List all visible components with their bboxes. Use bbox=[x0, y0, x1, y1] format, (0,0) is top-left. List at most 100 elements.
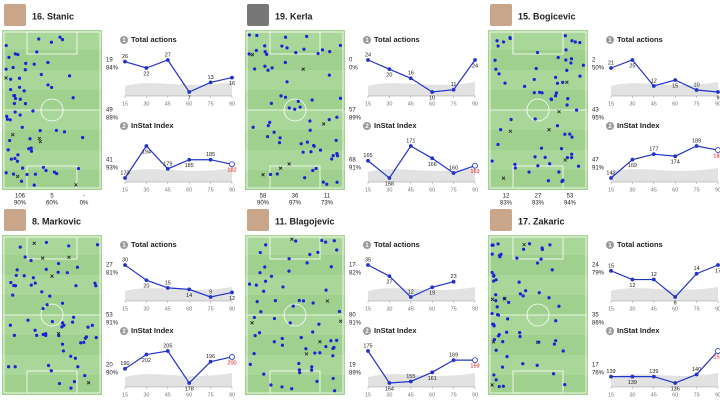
point bbox=[609, 268, 613, 273]
point bbox=[187, 287, 192, 292]
section-number: 1 bbox=[365, 38, 369, 44]
action-dot bbox=[507, 300, 511, 305]
action-dot bbox=[9, 157, 13, 161]
action-dot bbox=[311, 330, 315, 334]
value-label: 190 bbox=[120, 361, 129, 367]
action-dot bbox=[26, 318, 30, 322]
action-dot bbox=[310, 98, 314, 102]
action-dot bbox=[532, 91, 536, 95]
action-dot bbox=[533, 155, 537, 159]
action-dot bbox=[35, 50, 39, 54]
action-dot bbox=[304, 347, 308, 351]
action-dot bbox=[330, 157, 334, 161]
x-tick-label: 60 bbox=[672, 306, 678, 312]
action-dot bbox=[302, 47, 306, 51]
action-dot bbox=[305, 34, 309, 39]
action-dot bbox=[499, 252, 503, 256]
x-tick-label: 30 bbox=[629, 187, 635, 193]
action-dot bbox=[318, 351, 322, 355]
line bbox=[610, 145, 719, 179]
section-number: 1 bbox=[608, 243, 612, 249]
action-dot bbox=[247, 33, 251, 37]
action-dot bbox=[38, 129, 42, 133]
action-dot bbox=[335, 152, 339, 156]
value-label: 27 bbox=[386, 280, 392, 286]
action-dot bbox=[494, 378, 498, 382]
action-dot bbox=[299, 142, 303, 146]
action-dot bbox=[338, 96, 343, 100]
lane-pct: 73% bbox=[321, 201, 334, 207]
pitch-stripe bbox=[245, 315, 345, 335]
action-dot bbox=[537, 291, 541, 295]
point bbox=[408, 379, 413, 384]
action-dot bbox=[568, 132, 572, 136]
action-dot bbox=[493, 58, 497, 62]
action-dot bbox=[566, 96, 570, 101]
value-label: 166 bbox=[428, 162, 437, 168]
zone-pct: 88% bbox=[106, 116, 119, 122]
action-dot bbox=[11, 65, 15, 70]
action-dot bbox=[308, 119, 312, 123]
average-area bbox=[368, 287, 475, 301]
point bbox=[609, 176, 613, 180]
action-dot bbox=[5, 114, 9, 118]
action-dot bbox=[18, 113, 22, 117]
zone-count: 49 bbox=[106, 108, 113, 114]
action-dot bbox=[492, 373, 496, 377]
point bbox=[366, 349, 370, 353]
zone-pct: 91% bbox=[106, 321, 119, 327]
action-dot bbox=[311, 301, 315, 305]
x-tick-label: 30 bbox=[386, 392, 392, 398]
x-tick-label: 60 bbox=[186, 306, 192, 312]
action-dot bbox=[262, 372, 266, 376]
action-dot bbox=[310, 365, 314, 369]
action-dot bbox=[574, 108, 579, 112]
action-dot bbox=[554, 91, 559, 95]
section-badge bbox=[606, 122, 614, 130]
value-label: 185 bbox=[185, 163, 194, 169]
action-dot bbox=[263, 279, 268, 283]
action-x bbox=[321, 122, 326, 126]
value-label: 202 bbox=[142, 358, 151, 364]
action-dot bbox=[532, 77, 536, 82]
value-label: 15 bbox=[672, 83, 678, 89]
action-dot bbox=[494, 299, 498, 303]
action-dot bbox=[252, 315, 256, 320]
point bbox=[630, 157, 635, 162]
action-dot bbox=[305, 261, 309, 265]
action-dot bbox=[29, 283, 33, 287]
average-area bbox=[125, 287, 232, 301]
value-label: 20 bbox=[143, 284, 149, 290]
x-tick-label: 60 bbox=[186, 392, 192, 398]
value-label: 151 bbox=[713, 354, 720, 360]
value-label: 142 bbox=[606, 170, 615, 176]
zone-count: 43 bbox=[592, 108, 599, 114]
action-dot bbox=[67, 74, 72, 78]
action-dot bbox=[272, 316, 277, 321]
x-tick-label: 30 bbox=[143, 187, 149, 193]
action-dot bbox=[324, 344, 328, 349]
point bbox=[651, 374, 656, 379]
action-x bbox=[15, 174, 20, 179]
action-dot bbox=[581, 63, 585, 67]
point bbox=[630, 374, 635, 379]
action-dot bbox=[555, 124, 560, 128]
action-dot bbox=[28, 137, 32, 141]
action-dot bbox=[513, 166, 517, 170]
value-label: 26 bbox=[122, 54, 128, 60]
section-title: InStat Index bbox=[617, 326, 660, 335]
value-label: 200 bbox=[227, 360, 236, 366]
action-dot bbox=[60, 342, 65, 346]
lane-count: - bbox=[83, 194, 85, 200]
action-dot bbox=[79, 341, 83, 345]
player-name: 11. Blagojevic bbox=[275, 216, 335, 226]
point bbox=[387, 176, 392, 180]
action-dot bbox=[277, 141, 282, 145]
value-label: 24 bbox=[472, 63, 478, 69]
x-tick-label: 30 bbox=[386, 306, 392, 312]
x-tick-label: 75 bbox=[451, 306, 457, 312]
x-tick-label: 60 bbox=[672, 101, 678, 107]
value-label: 13 bbox=[208, 75, 214, 81]
action-dot bbox=[11, 172, 16, 176]
lane-count: 27 bbox=[535, 194, 542, 200]
